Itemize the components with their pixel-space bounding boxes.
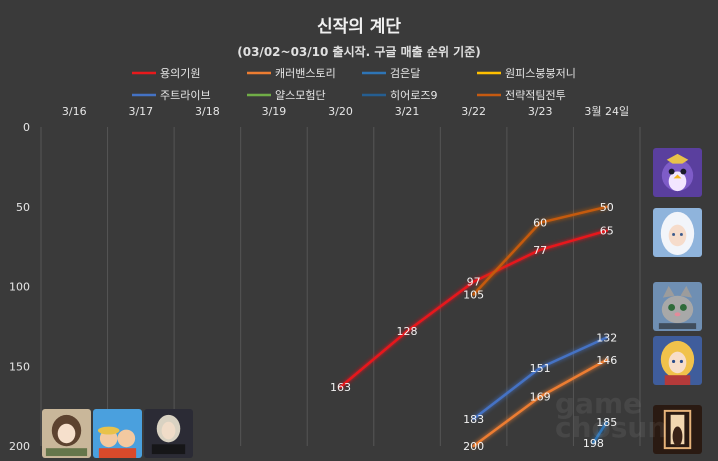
- data-label: 151: [530, 362, 551, 375]
- x-tick-label: 3/22: [461, 105, 486, 118]
- legend-label: 원피스붕붕저니: [505, 67, 576, 80]
- game-icon-blonde-heroine: [653, 336, 702, 385]
- data-label: 163: [330, 381, 351, 394]
- x-tick-label: 3월 24일: [584, 104, 629, 118]
- data-label-layer: 163 128 97 77 65 200 169 146 198 185 183 151 132 105 6…: [330, 201, 617, 453]
- x-tick-label: 3/23: [528, 105, 553, 118]
- series-line: [472, 358, 608, 448]
- legend-label: 용의기원: [160, 67, 200, 80]
- game-icon-cartoon-cat: [653, 282, 702, 331]
- series-line: [472, 336, 608, 421]
- x-tick-label: 3/20: [328, 105, 353, 118]
- y-tick-label: 100: [9, 281, 30, 294]
- legend-label: 전략적팀전투: [505, 89, 566, 102]
- chart-subtitle: (03/02~03/10 출시작. 구글 매출 순위 기준): [237, 44, 480, 59]
- y-tick-label: 150: [9, 360, 30, 373]
- data-label: 77: [533, 244, 547, 257]
- legend-label: 얄스모험단: [275, 88, 326, 102]
- data-label: 105: [463, 288, 484, 301]
- series-line: [592, 420, 608, 445]
- legend-label: 주트라이브: [160, 89, 211, 102]
- data-label: 65: [600, 225, 614, 238]
- data-label: 128: [397, 325, 418, 338]
- data-label: 60: [533, 217, 547, 230]
- game-icon-heroes9-knight: [144, 409, 193, 458]
- y-tick-label: 200: [9, 440, 30, 453]
- legend-label: 히어로즈9: [390, 88, 437, 102]
- series-line: [472, 205, 608, 296]
- data-label: 200: [463, 440, 484, 453]
- watermark: game chosun: [555, 387, 668, 444]
- y-tick-label: 0: [23, 121, 30, 134]
- y-tick-label: 50: [16, 201, 30, 214]
- x-tick-label: 3/19: [262, 105, 287, 118]
- game-icon-dark-warrior: [653, 405, 702, 454]
- data-label: 183: [463, 413, 484, 426]
- x-tick-label: 3/18: [195, 105, 220, 118]
- y-axis: 0 50 100 150 200: [9, 121, 30, 453]
- data-label: 169: [530, 391, 551, 404]
- x-tick-label: 3/17: [128, 105, 153, 118]
- series-layer: [339, 205, 608, 448]
- chart-title: 신작의 계단: [317, 17, 401, 37]
- data-label: 146: [596, 354, 617, 367]
- x-tick-label: 3/16: [62, 105, 87, 118]
- data-label: 198: [583, 437, 604, 450]
- data-label: 132: [596, 332, 617, 345]
- x-tick-label: 3/21: [395, 105, 420, 118]
- game-icon-white-haired-heroine: [653, 208, 702, 257]
- data-label: 185: [596, 416, 617, 429]
- legend-label: 캐러밴스토리: [275, 67, 336, 80]
- series-line: [339, 229, 608, 389]
- legend-label: 검은달: [390, 67, 420, 80]
- game-icon-anime-girl: [42, 409, 91, 458]
- data-label: 50: [600, 201, 614, 214]
- x-axis: 3/16 3/17 3/18 3/19 3/20 3/21 3/22 3/23 3월 24일: [62, 104, 629, 118]
- data-label: 97: [467, 276, 481, 289]
- game-icon-penguin-creature: [653, 148, 702, 197]
- game-icon-onepiece-crew: [93, 409, 142, 458]
